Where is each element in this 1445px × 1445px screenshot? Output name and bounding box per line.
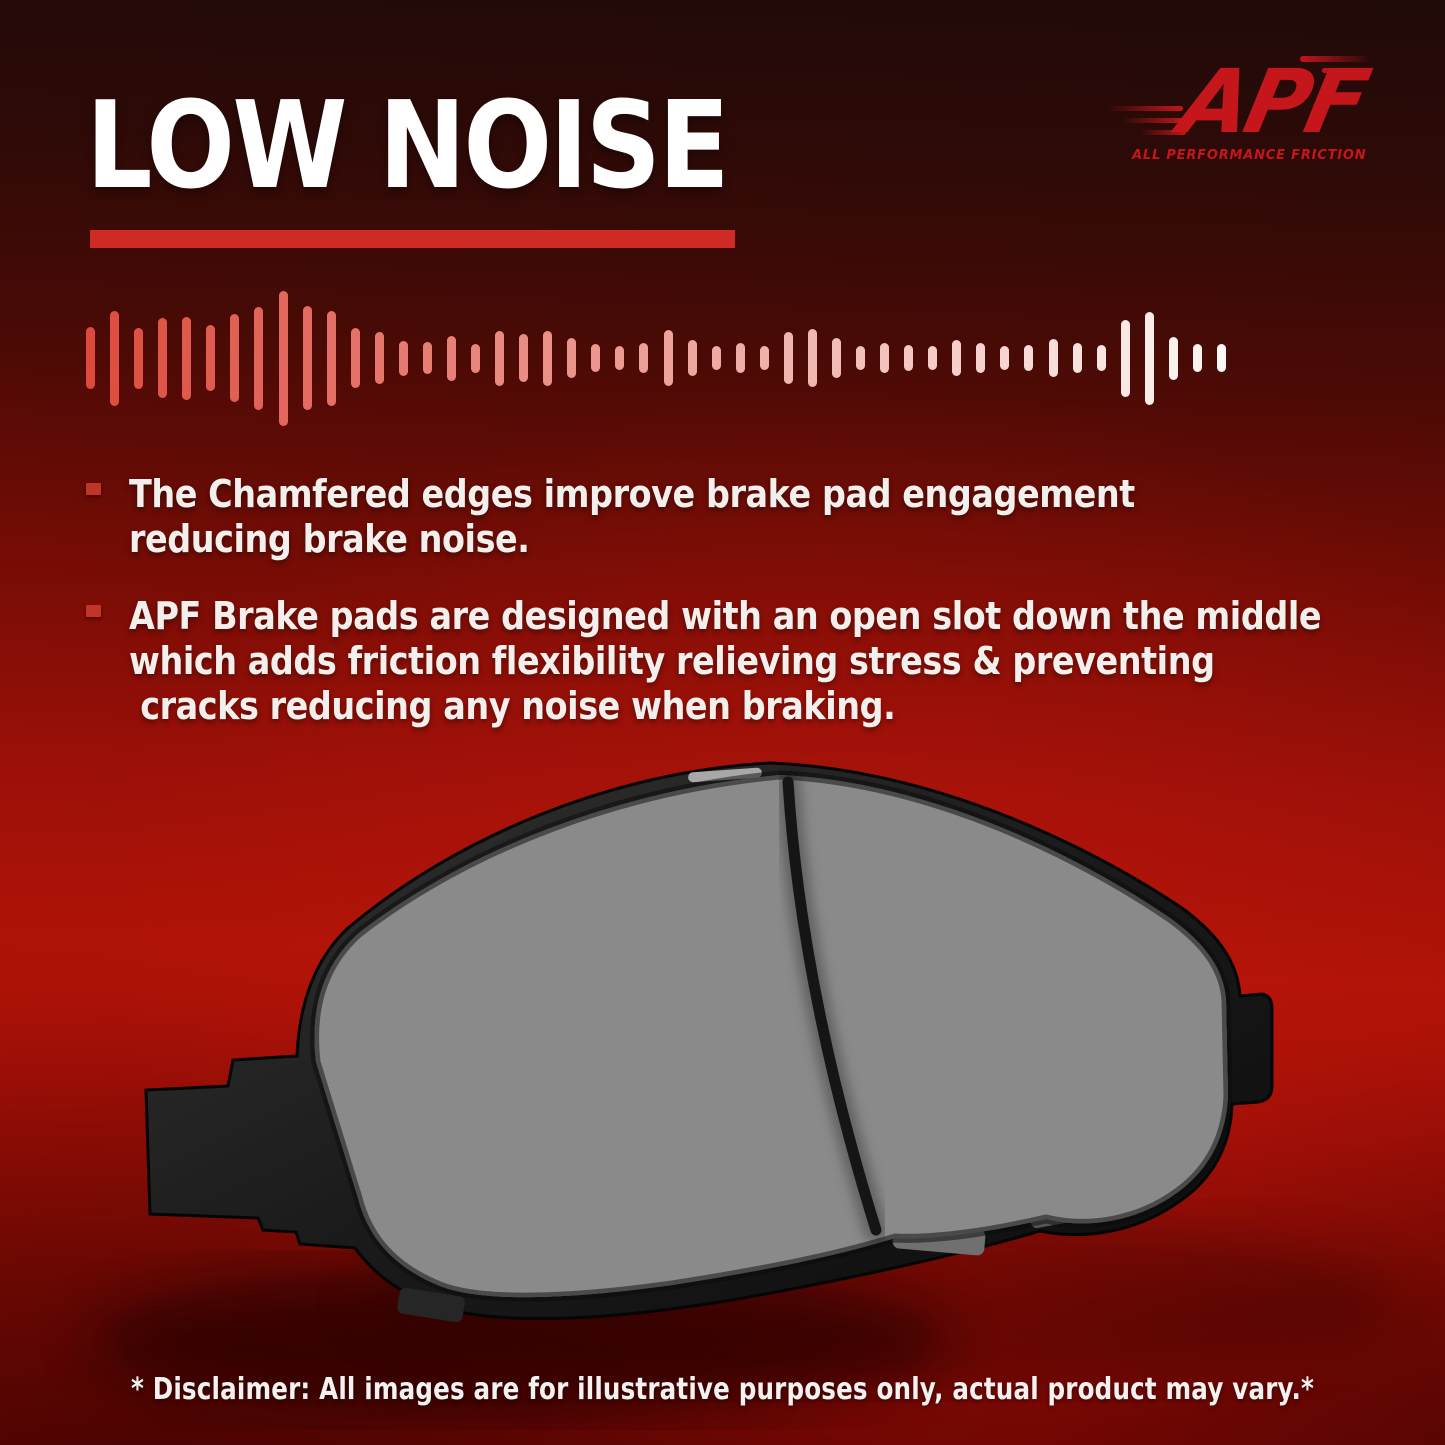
- soundwave-bar: [1144, 311, 1154, 405]
- bullet-text: The Chamfered edges improve brake pad en…: [129, 472, 1270, 562]
- title-underline: [90, 230, 735, 248]
- soundwave-bar: [254, 306, 264, 410]
- soundwave-bar: [807, 329, 817, 387]
- soundwave-bar: [471, 343, 480, 373]
- speed-lines-icon: [1107, 56, 1372, 135]
- soundwave-graphic: [86, 288, 1226, 428]
- logo-tagline: ALL PERFORMANCE FRICTION: [1131, 148, 1366, 163]
- soundwave-bar: [302, 306, 312, 410]
- disclaimer: * Disclaimer: All images are for illustr…: [130, 1372, 1314, 1407]
- soundwave-bar: [326, 310, 336, 406]
- soundwave-bar: [904, 345, 914, 371]
- list-item: APF Brake pads are designed with an open…: [86, 594, 1426, 729]
- soundwave-bar: [1192, 344, 1202, 372]
- soundwave-bar: [86, 327, 95, 389]
- soundwave-bar: [639, 343, 649, 373]
- soundwave-bar: [519, 334, 529, 382]
- soundwave-bar: [422, 342, 432, 374]
- bullet-text: APF Brake pads are designed with an open…: [129, 594, 1322, 729]
- soundwave-bar: [1216, 344, 1226, 372]
- soundwave-bar: [880, 343, 890, 373]
- bullet-line: cracks reducing any noise when braking.: [129, 684, 896, 728]
- soundwave-bar: [350, 328, 360, 388]
- friction-material: [315, 775, 1228, 1297]
- soundwave-bar: [856, 346, 865, 370]
- soundwave-bar: [1072, 343, 1082, 373]
- soundwave-bar: [374, 332, 384, 384]
- apf-logo: APF ALL PERFORMANCE FRICTION: [1107, 50, 1378, 163]
- soundwave-bar: [206, 325, 216, 391]
- soundwave-bar: [735, 343, 745, 373]
- square-bullet-icon: [86, 605, 101, 617]
- bullet-line: which adds friction flexibility relievin…: [129, 639, 1215, 683]
- soundwave-bar: [110, 310, 120, 406]
- bullet-line: The Chamfered edges improve brake pad en…: [129, 472, 1135, 516]
- soundwave-bar: [687, 340, 697, 376]
- soundwave-bar: [230, 314, 240, 402]
- list-item: The Chamfered edges improve brake pad en…: [86, 472, 1426, 562]
- soundwave-bar: [446, 335, 456, 381]
- soundwave-bar: [663, 330, 673, 386]
- soundwave-bar: [928, 346, 938, 370]
- soundwave-bar: [158, 318, 168, 398]
- center-slot: [776, 770, 888, 1242]
- bottom-left-clip: [397, 1287, 465, 1323]
- soundwave-bar: [134, 327, 144, 389]
- soundwave-bar: [759, 346, 769, 370]
- soundwave-bar: [831, 338, 841, 378]
- soundwave-bar: [398, 340, 408, 376]
- soundwave-bar: [615, 346, 625, 370]
- soundwave-bar: [1120, 319, 1130, 397]
- soundwave-bar: [1000, 346, 1010, 370]
- soundwave-bar: [1048, 339, 1058, 377]
- soundwave-bar: [1024, 345, 1034, 371]
- logo-brand-text: APF: [1166, 50, 1378, 153]
- bullet-line: reducing brake noise.: [129, 517, 530, 561]
- soundwave-bar: [567, 338, 577, 378]
- soundwave-bar: [591, 344, 601, 372]
- soundwave-bar: [976, 343, 986, 373]
- soundwave-bar: [1096, 345, 1106, 371]
- feature-list: The Chamfered edges improve brake pad en…: [86, 472, 1426, 761]
- page-title: LOW NOISE: [86, 77, 730, 216]
- soundwave-bar: [783, 332, 793, 384]
- square-bullet-icon: [86, 483, 101, 495]
- soundwave-bar: [543, 330, 553, 386]
- soundwave-bar: [495, 330, 505, 386]
- soundwave-bar: [182, 316, 192, 400]
- soundwave-bar: [278, 290, 288, 426]
- soundwave-bar: [952, 340, 962, 376]
- soundwave-bar: [711, 346, 721, 370]
- bullet-line: APF Brake pads are designed with an open…: [129, 594, 1322, 638]
- soundwave-bar: [1168, 336, 1178, 380]
